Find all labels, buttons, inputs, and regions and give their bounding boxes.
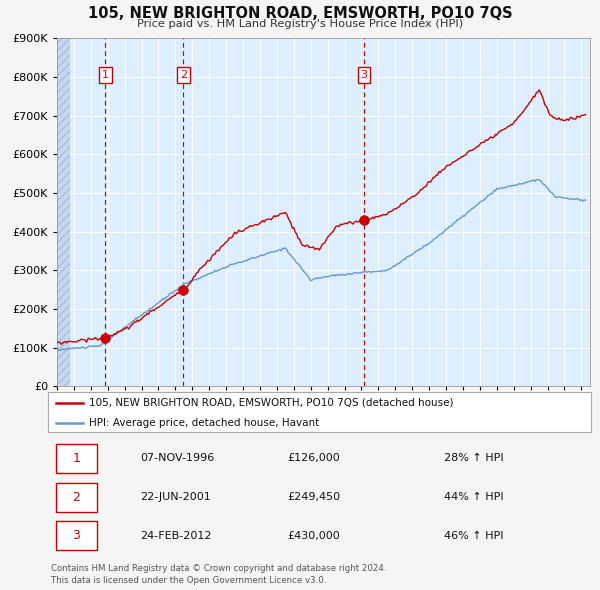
Text: 44% ↑ HPI: 44% ↑ HPI	[445, 492, 504, 502]
Text: 105, NEW BRIGHTON ROAD, EMSWORTH, PO10 7QS (detached house): 105, NEW BRIGHTON ROAD, EMSWORTH, PO10 7…	[89, 398, 453, 408]
Text: 1: 1	[73, 452, 80, 465]
Text: Price paid vs. HM Land Registry's House Price Index (HPI): Price paid vs. HM Land Registry's House …	[137, 19, 463, 29]
Text: £249,450: £249,450	[287, 492, 340, 502]
Text: 3: 3	[361, 70, 367, 80]
Text: £126,000: £126,000	[287, 453, 340, 463]
Text: 07-NOV-1996: 07-NOV-1996	[140, 453, 215, 463]
Text: 24-FEB-2012: 24-FEB-2012	[140, 531, 212, 541]
Bar	[56, 444, 97, 473]
Text: 2: 2	[180, 70, 187, 80]
Text: 46% ↑ HPI: 46% ↑ HPI	[445, 531, 504, 541]
Bar	[56, 522, 97, 550]
Text: 2: 2	[73, 490, 80, 504]
Text: 3: 3	[73, 529, 80, 542]
Text: 1: 1	[102, 70, 109, 80]
Bar	[57, 38, 70, 386]
Bar	[56, 483, 97, 512]
Text: £430,000: £430,000	[287, 531, 340, 541]
Text: HPI: Average price, detached house, Havant: HPI: Average price, detached house, Hava…	[89, 418, 319, 428]
Text: 28% ↑ HPI: 28% ↑ HPI	[445, 453, 504, 463]
Text: 105, NEW BRIGHTON ROAD, EMSWORTH, PO10 7QS: 105, NEW BRIGHTON ROAD, EMSWORTH, PO10 7…	[88, 6, 512, 21]
Text: 22-JUN-2001: 22-JUN-2001	[140, 492, 211, 502]
Text: Contains HM Land Registry data © Crown copyright and database right 2024.
This d: Contains HM Land Registry data © Crown c…	[51, 565, 386, 585]
